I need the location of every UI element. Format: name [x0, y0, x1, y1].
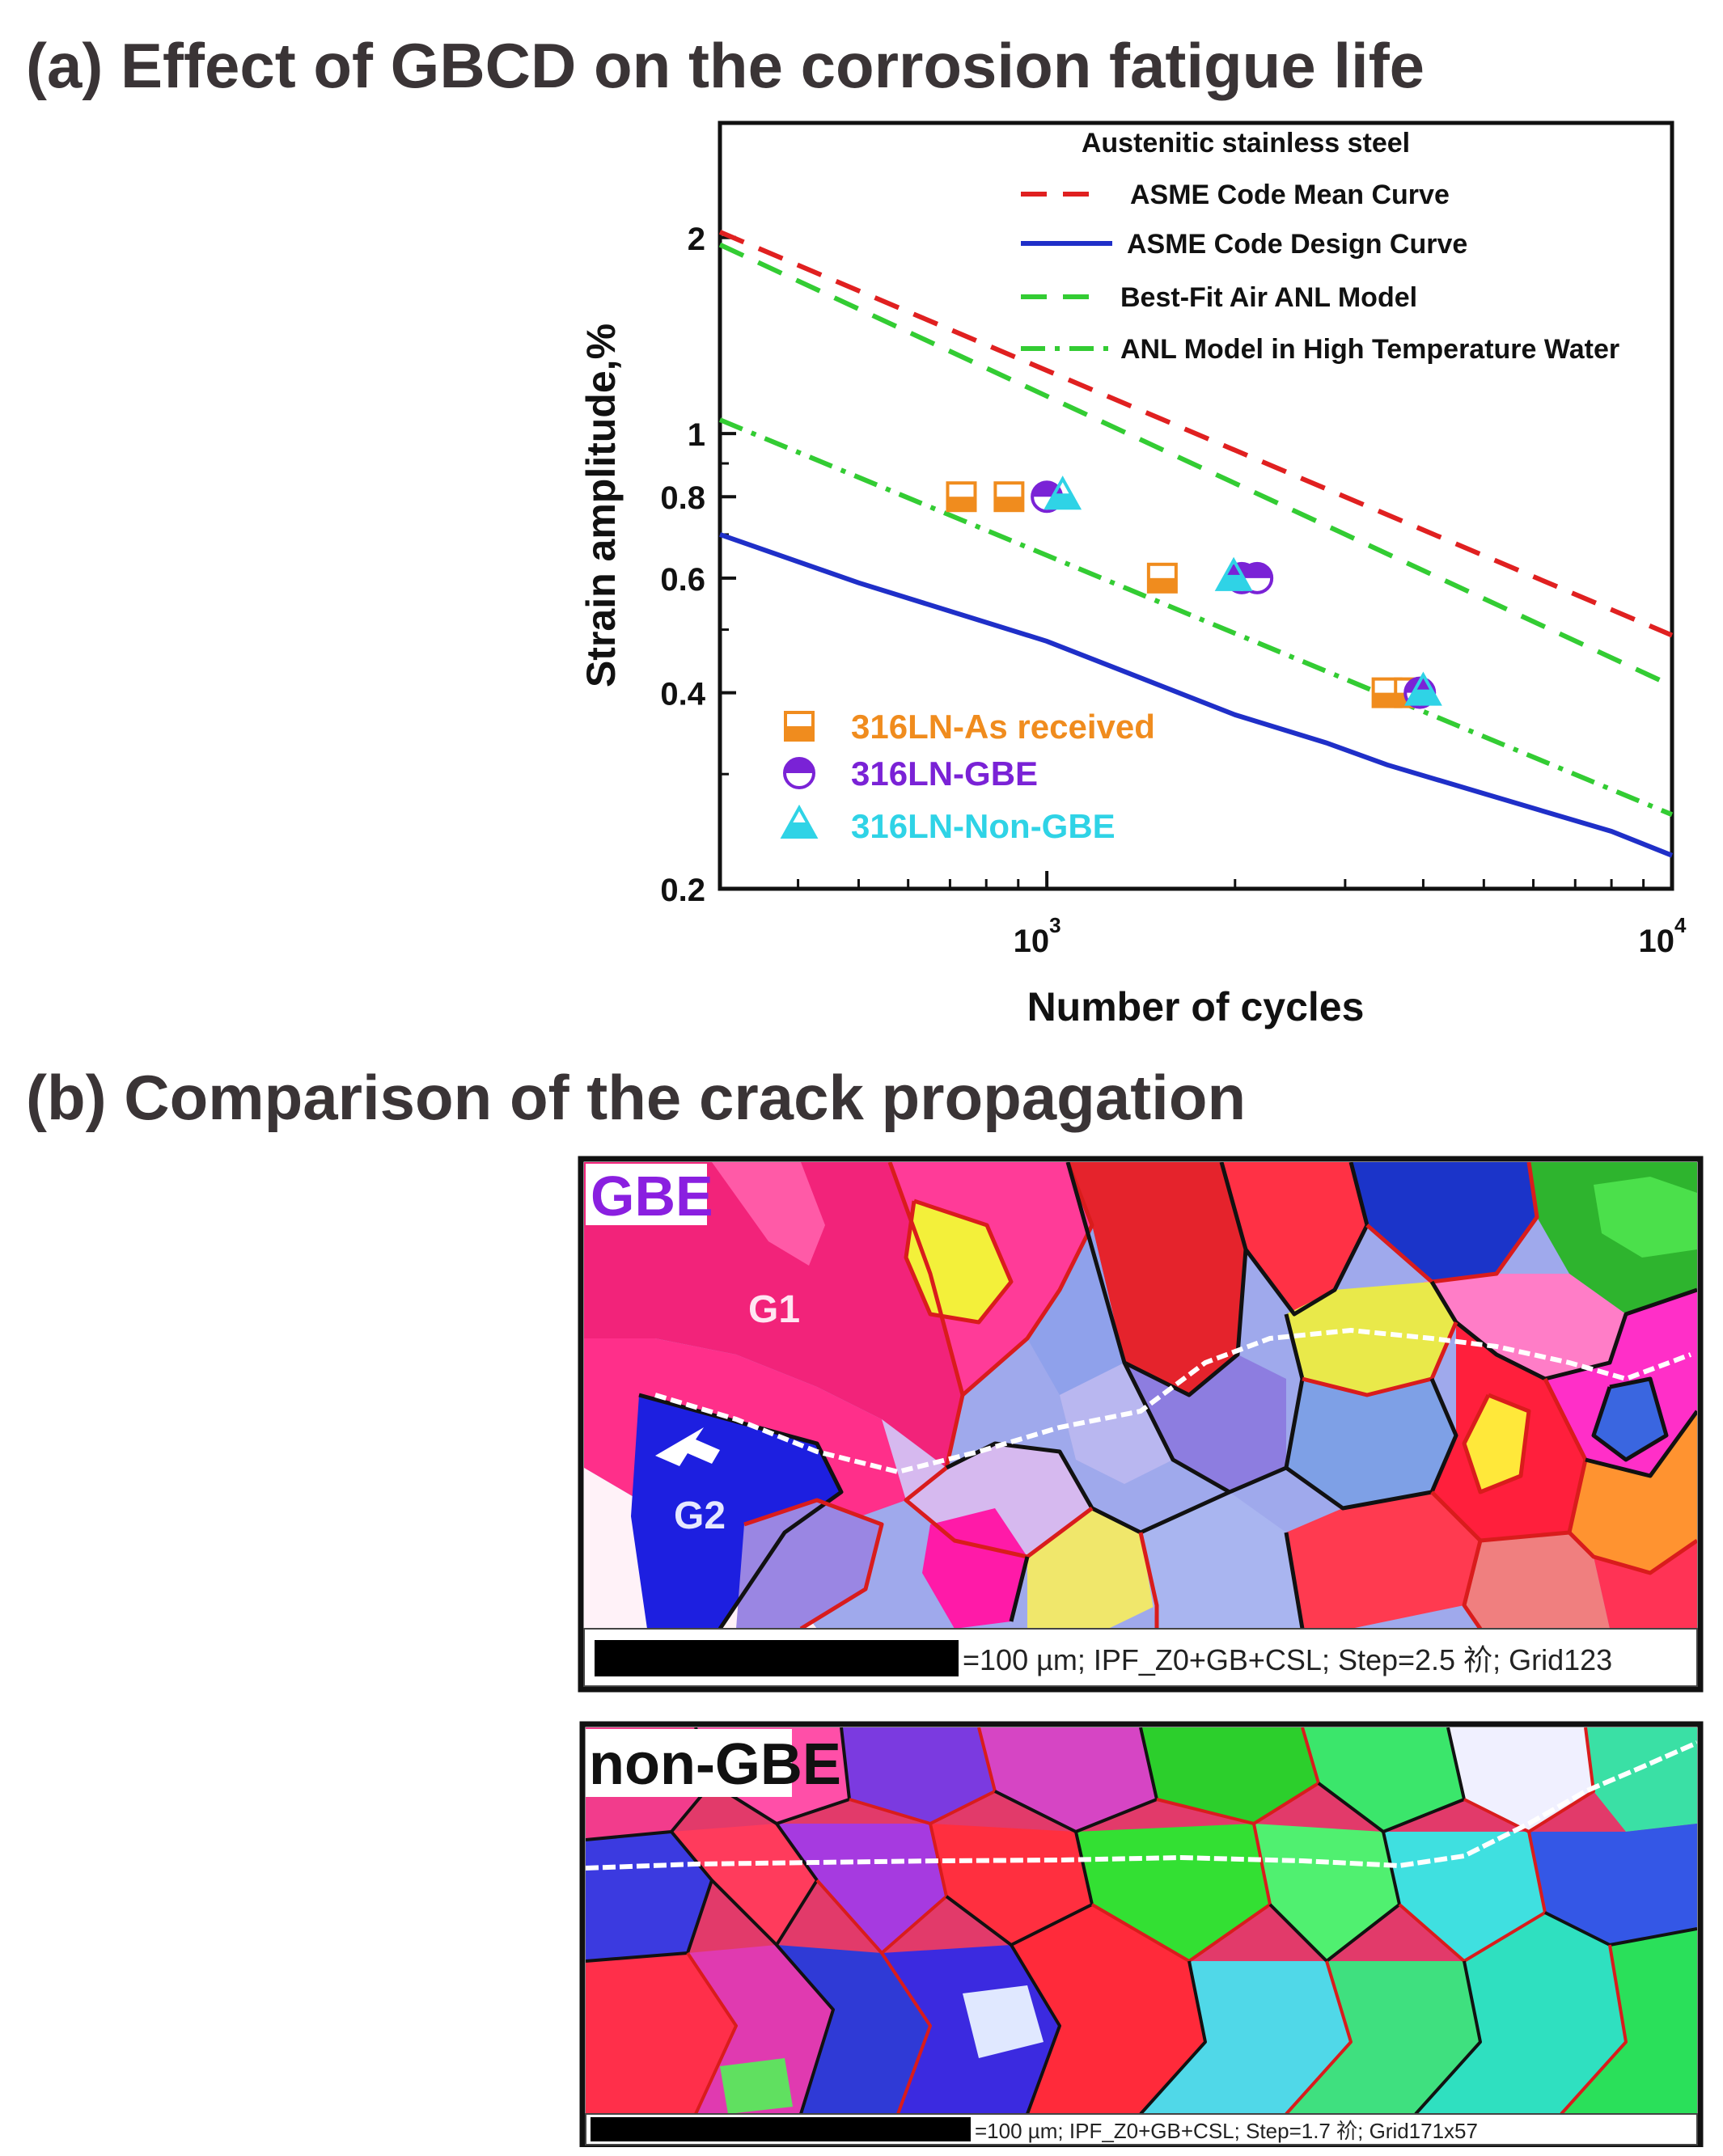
heading-a: (a) Effect of GBCD on the corrosion fati…: [26, 30, 1425, 101]
nongbe-label: non-GBE: [589, 1732, 841, 1797]
plot-frame: [718, 120, 1674, 891]
x-tick-base: 10: [1639, 924, 1675, 959]
x-axis-label: Number of cycles: [1027, 984, 1365, 1029]
nongbe-scale-text: =100 µm; IPF_Z0+GB+CSL; Step=1.7 祄; Grid…: [975, 2119, 1478, 2143]
marker-series-0: [993, 481, 1025, 513]
y-tick-label: 0.8: [660, 480, 705, 516]
curve-0: [718, 230, 1674, 638]
marker-series-0: [946, 481, 977, 513]
legend-series-label-1: 316LN-GBE: [851, 755, 1038, 793]
legend-series-label-2: 316LN-Non-GBE: [851, 807, 1116, 845]
gbe-ebsd-map: G1 G2 GBE: [584, 1162, 1697, 1629]
curve-2: [718, 242, 1674, 688]
marker-series-2: [1044, 476, 1082, 510]
nongbe-ebsd-map: non-GBE: [586, 1727, 1697, 2114]
nongbe-label-box: [586, 1729, 792, 1797]
marker-series-2: [1404, 671, 1442, 706]
x-tick-exponent: 4: [1674, 913, 1687, 937]
gbe-scale-text: =100 µm; IPF_Z0+GB+CSL; Step=2.5 祄; Grid…: [963, 1643, 1612, 1676]
nongbe-scale-bar: [591, 2117, 971, 2141]
y-tick-label: 1: [688, 417, 705, 453]
y-axis-label: Strain amplitude,%: [578, 323, 624, 687]
legend-label-1: ASME Code Design Curve: [1127, 229, 1467, 260]
y-tick-label: 2: [688, 222, 705, 257]
heading-b: (b) Comparison of the crack propagation: [26, 1062, 1247, 1133]
legend-label-3: ANL Model in High Temperature Water: [1120, 334, 1619, 365]
gbe-label: GBE: [591, 1165, 713, 1228]
legend-marker-2: [780, 804, 819, 839]
legend-marker-0: [784, 711, 815, 742]
marker-series-0: [1146, 562, 1178, 594]
curve-1: [719, 532, 1674, 858]
legend-title: Austenitic stainless steel: [1082, 128, 1410, 159]
curve-legend: Austenitic stainless steel ASME Code Mean…: [1021, 128, 1619, 365]
x-tick-base: 10: [1014, 924, 1050, 959]
micrograph-panel: G1 G2 GBE =100 µm; IPF_Z0+GB+CSL; Step=2…: [578, 1156, 1704, 2147]
legend-series-label-0: 316LN-As received: [851, 708, 1155, 746]
gbe-label-box: [586, 1164, 707, 1225]
data-markers: [946, 476, 1442, 709]
x-tick-exponent: 3: [1049, 913, 1060, 937]
y-tick-label: 0.6: [660, 562, 705, 598]
y-tick-label: 0.4: [660, 677, 705, 712]
x-tick-label: 103: [1014, 913, 1061, 959]
legend-label-0: ASME Code Mean Curve: [1130, 180, 1450, 210]
marker-series-2: [1214, 556, 1253, 591]
grain-label-g1: G1: [748, 1288, 800, 1331]
marker-series-1: [1241, 561, 1274, 594]
y-tick-label: 0.2: [660, 873, 705, 908]
marker-legend: 316LN-As received 316LN-GBE 316LN-Non-GBE: [780, 708, 1155, 845]
legend-marker-1: [783, 757, 815, 789]
gbe-map-frame: [578, 1156, 1704, 1693]
x-tick-label: 104: [1639, 913, 1687, 959]
legend-label-2: Best-Fit Air ANL Model: [1120, 282, 1417, 313]
grain-label-g2: G2: [674, 1494, 726, 1537]
nongbe-map-frame: [579, 1721, 1704, 2147]
reference-curves: [718, 230, 1674, 858]
gbe-scale-bar: [595, 1640, 959, 1676]
